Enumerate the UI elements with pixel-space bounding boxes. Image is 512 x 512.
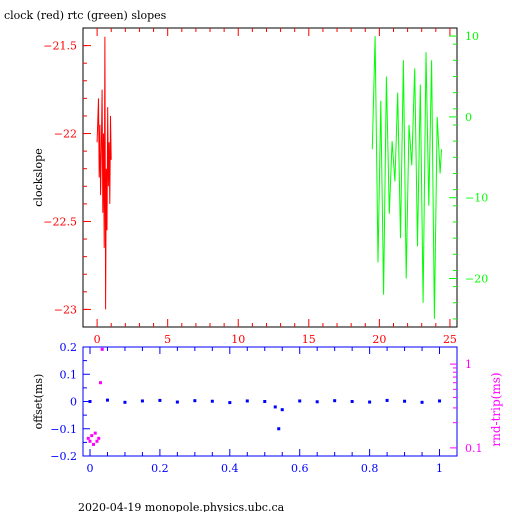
offset-point — [277, 427, 281, 431]
offset-point — [298, 399, 302, 403]
offset-point — [140, 399, 144, 403]
offset-point — [385, 398, 389, 402]
offset-point — [420, 400, 424, 404]
offset-point — [210, 399, 214, 403]
top-chart-title: clock (red) rtc (green) slopes — [4, 9, 167, 22]
top-yleft-tick-label: −21.5 — [43, 40, 77, 53]
offset-point — [263, 400, 267, 403]
rnd-trip-point — [86, 436, 90, 440]
bottom-x-tick-label: 0.4 — [221, 462, 239, 475]
offset-point — [88, 400, 92, 403]
top-yright-tick-label: −10 — [465, 192, 488, 205]
bottom-x-tick-label: 0.2 — [151, 462, 169, 475]
bottom-y-axis-label: offset(ms) — [32, 374, 45, 430]
offset-point — [315, 400, 319, 404]
top-yleft-tick-label: −22.5 — [43, 215, 77, 228]
bottom-x-tick-label: 0 — [86, 462, 93, 475]
offset-point — [105, 398, 109, 402]
bottom-yright-tick-label: 1 — [465, 358, 472, 371]
offset-point — [245, 399, 249, 403]
offset-point — [175, 400, 179, 404]
offset-point — [158, 398, 162, 402]
footer-caption: 2020-04-19 monopole.physics.ubc.ca — [78, 501, 285, 512]
rnd-trip-point — [91, 442, 95, 446]
bottom-panel-frame — [82, 346, 458, 457]
rnd-trip-point — [90, 434, 94, 438]
rnd-trip-point — [100, 347, 104, 351]
bottom-x-tick-label: 1 — [436, 462, 443, 475]
top-yright-tick-label: 0 — [465, 111, 472, 124]
top-panel-frame — [82, 27, 458, 328]
top-x-tick-label: 10 — [231, 333, 245, 346]
rtc-slope-series-line — [371, 36, 442, 319]
offset-point — [403, 399, 407, 403]
top-yleft-tick-label: −23 — [54, 303, 77, 316]
top-yleft-tick-label: −22 — [54, 128, 77, 141]
bottom-x-tick-label: 0.8 — [361, 462, 379, 475]
top-x-tick-label: 5 — [164, 333, 171, 346]
rnd-trip-point — [88, 439, 92, 443]
offset-point — [368, 400, 372, 404]
offset-point — [438, 399, 442, 403]
rnd-trip-point — [93, 431, 97, 435]
offset-point — [350, 400, 354, 403]
top-x-tick-label: 25 — [443, 333, 457, 346]
bottom-y-axis-label-right: rnd-trip(ms) — [489, 372, 503, 446]
rnd-trip-point — [98, 381, 102, 385]
top-x-tick-label: 0 — [94, 333, 101, 346]
bottom-yleft-tick-label: 0 — [70, 396, 77, 409]
offset-point — [333, 399, 337, 403]
bottom-yleft-tick-label: −0.1 — [50, 423, 77, 436]
offset-point — [123, 400, 127, 404]
bottom-x-tick-label: 0.6 — [291, 462, 309, 475]
offset-point — [193, 399, 197, 403]
top-x-tick-label: 20 — [372, 333, 386, 346]
offset-point — [228, 401, 232, 405]
clock-slope-series-line — [96, 36, 112, 310]
bottom-yleft-tick-label: 0.1 — [60, 368, 78, 381]
top-x-tick-label: 15 — [302, 333, 316, 346]
top-yright-tick-label: 10 — [465, 30, 479, 43]
rnd-trip-point — [95, 439, 99, 443]
bottom-yleft-tick-label: −0.2 — [50, 450, 77, 463]
bottom-yleft-tick-label: 0.2 — [60, 341, 78, 354]
offset-point — [273, 405, 277, 409]
top-y-axis-label: clockslope — [32, 148, 45, 206]
rnd-trip-point — [97, 436, 101, 440]
offset-point — [280, 408, 284, 412]
bottom-yright-tick-label: 0.1 — [465, 442, 483, 455]
top-yright-tick-label: −20 — [465, 273, 488, 286]
